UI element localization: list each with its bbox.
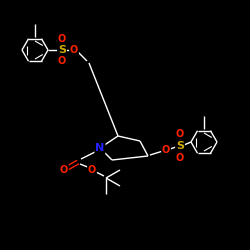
Text: O: O <box>70 45 78 55</box>
Text: O: O <box>58 56 66 66</box>
Text: O: O <box>176 129 184 139</box>
Text: O: O <box>58 34 66 44</box>
Text: O: O <box>60 165 68 175</box>
Text: S: S <box>176 141 184 151</box>
Text: O: O <box>88 165 96 175</box>
Text: S: S <box>58 45 66 55</box>
Text: O: O <box>162 145 170 155</box>
Text: N: N <box>96 143 104 153</box>
Text: O: O <box>176 153 184 163</box>
